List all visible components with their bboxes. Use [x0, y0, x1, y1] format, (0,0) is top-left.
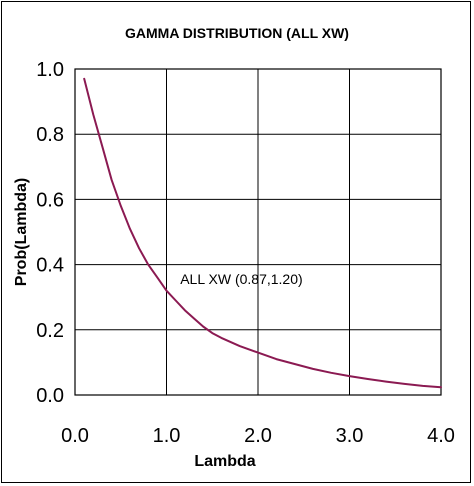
series-annotation: ALL XW (0.87,1.20) [180, 271, 302, 287]
y-tick-label: 0.8 [36, 124, 64, 146]
x-tick-label: 3.0 [336, 425, 364, 447]
y-tick-label: 0.2 [36, 320, 64, 342]
y-tick-label: 1.0 [36, 59, 64, 81]
series-group [83, 77, 442, 389]
x-tick-label: 1.0 [153, 425, 181, 447]
chart-title: GAMMA DISTRIBUTION (ALL XW) [125, 25, 349, 41]
series-line [83, 77, 442, 389]
y-tick-label: 0.0 [36, 385, 64, 407]
x-axis-title: Lambda [194, 453, 255, 470]
x-tick-label: 4.0 [427, 425, 455, 447]
y-tick-label: 0.6 [36, 189, 64, 211]
y-tick-labels: 0.0 0.2 0.4 0.6 0.8 1.0 [36, 59, 64, 407]
x-tick-label: 2.0 [244, 425, 272, 447]
x-tick-label: 0.0 [61, 425, 89, 447]
y-tick-label: 0.4 [36, 255, 64, 277]
plot-area-border [74, 68, 442, 396]
y-axis-title: Prob(Lambda) [13, 178, 30, 286]
grid [74, 68, 442, 396]
x-tick-labels: 0.0 1.0 2.0 3.0 4.0 [61, 425, 455, 447]
